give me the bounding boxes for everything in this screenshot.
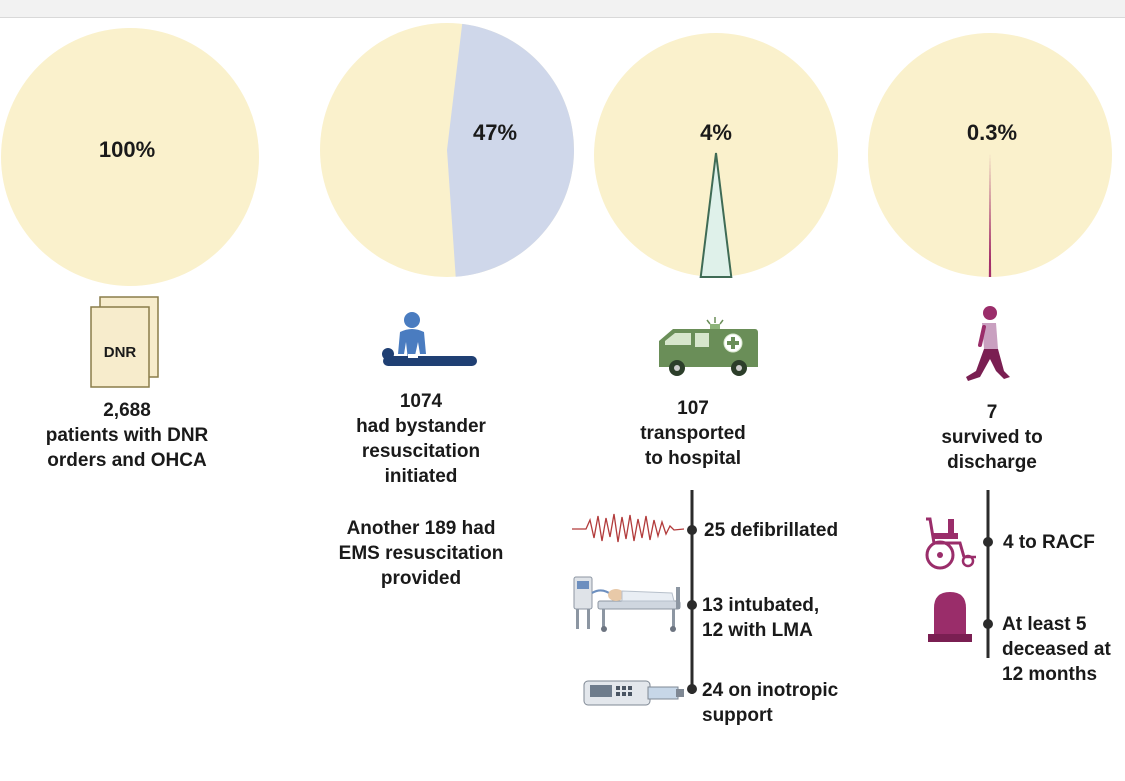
stage-dnr-line: patients with DNR xyxy=(45,425,209,446)
stage-ems-note-line: EMS resuscitation xyxy=(338,543,504,564)
pie-label-transport: 4% xyxy=(700,120,732,145)
stage-bystander-line: had bystander xyxy=(356,416,486,437)
ecg-waveform-icon xyxy=(572,508,685,548)
branch-airway: 13 intubated, 12 with LMA xyxy=(702,593,819,643)
stage-bystander-count: 1074 xyxy=(399,391,443,412)
stage-dnr-text: 2,688 patients with DNR orders and OHCA xyxy=(17,398,237,473)
dnr-icon-text: DNR xyxy=(104,344,137,361)
stage-transport-line: to hospital xyxy=(644,448,742,469)
pie-dnr-base xyxy=(1,28,259,286)
branch-line: 25 defibrillated xyxy=(704,520,839,541)
stage-bystander-text: 1074 had bystander resuscitation initiat… xyxy=(311,389,531,489)
branch-line: At least 5 xyxy=(1002,614,1087,635)
timeline-dot xyxy=(687,684,697,694)
branch-inotropic: 24 on inotropic support xyxy=(702,678,838,728)
stage-ems-note-line: provided xyxy=(380,568,462,589)
stage-survival-count: 7 xyxy=(986,402,998,423)
hospital-bed-ventilator-icon xyxy=(572,573,684,635)
pie-label-bystander: 47% xyxy=(473,120,517,145)
stage-bystander-line: initiated xyxy=(384,466,458,487)
timeline-dot xyxy=(983,537,993,547)
stage-ems-note: Another 189 had EMS resuscitation provid… xyxy=(311,516,531,591)
branch-line: 24 on inotropic xyxy=(702,680,839,701)
stage-bystander-line: resuscitation xyxy=(361,441,481,462)
stage-dnr-count: 2,688 xyxy=(103,400,151,421)
timeline-dot xyxy=(983,619,993,629)
tombstone-icon xyxy=(926,588,974,644)
branch-line: 12 months xyxy=(1002,664,1098,685)
cpr-person-icon xyxy=(380,310,480,374)
stage-transport-line: transported xyxy=(640,423,746,444)
stage-survival-line: survived to xyxy=(941,427,1043,448)
branch-racf: 4 to RACF xyxy=(1003,530,1095,555)
stage-ems-note-line: Another 189 had xyxy=(346,518,496,539)
stage-survival-line: discharge xyxy=(947,452,1037,473)
stage-survival-text: 7 survived to discharge xyxy=(882,400,1102,475)
branch-line: support xyxy=(702,705,773,726)
stage-transport-text: 107 transported to hospital xyxy=(583,396,803,471)
branch-line: 4 to RACF xyxy=(1003,532,1095,553)
branch-line: deceased at xyxy=(1002,639,1111,660)
pie-bystander-slice xyxy=(447,23,574,277)
ambulance-icon xyxy=(655,315,760,379)
dnr-document-icon: DNR xyxy=(88,295,164,391)
top-bar xyxy=(0,0,1125,18)
walking-person-icon xyxy=(960,305,1015,385)
pie-survival-slice xyxy=(988,153,992,277)
stage-transport-count: 107 xyxy=(677,398,709,419)
infusion-pump-icon xyxy=(582,675,688,709)
wheelchair-icon xyxy=(920,515,980,571)
stage-dnr-line: orders and OHCA xyxy=(47,450,207,471)
pie-label-survival: 0.3% xyxy=(967,120,1017,145)
branch-line: 13 intubated, xyxy=(702,595,820,616)
branch-deceased: At least 5 deceased at 12 months xyxy=(1002,612,1111,687)
timeline-dot xyxy=(687,525,697,535)
pie-transport-slice xyxy=(699,152,733,278)
branch-line: 12 with LMA xyxy=(702,620,813,641)
pie-label-dnr: 100% xyxy=(99,137,155,162)
branch-defibrillated: 25 defibrillated xyxy=(704,518,838,543)
timeline-dot xyxy=(687,600,697,610)
